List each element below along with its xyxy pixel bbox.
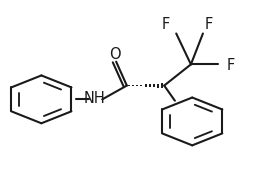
Text: O: O (109, 47, 121, 62)
Text: NH: NH (84, 91, 106, 106)
Text: F: F (227, 58, 235, 73)
Text: F: F (162, 17, 170, 32)
Text: F: F (204, 17, 212, 32)
